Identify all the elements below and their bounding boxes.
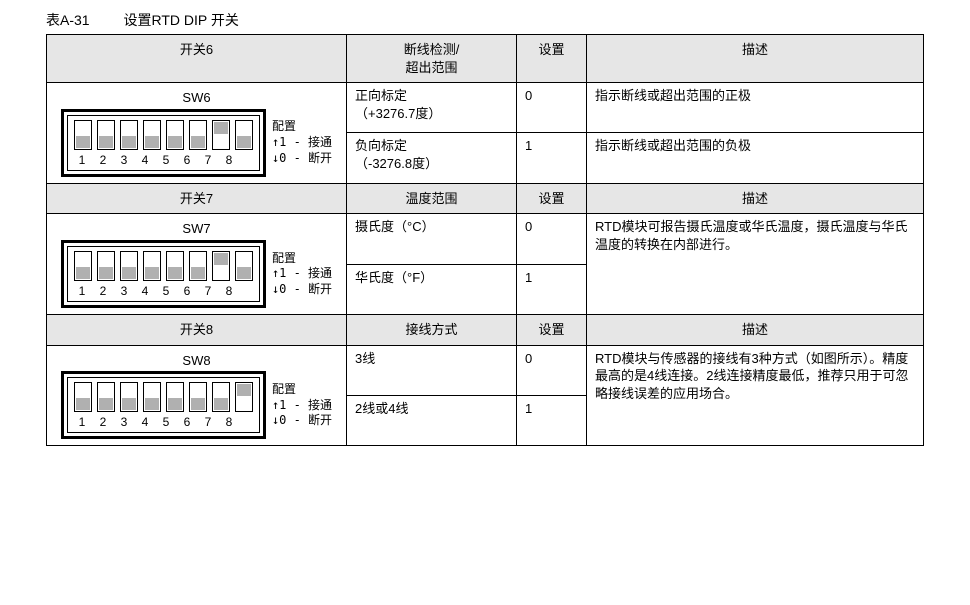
- dip-label: SW6: [51, 89, 342, 107]
- header-setting: 设置: [517, 183, 587, 214]
- dip-switch: [97, 120, 115, 150]
- table-caption: 表A-31 设置RTD DIP 开关: [46, 10, 924, 30]
- dip-switch: [166, 382, 184, 412]
- dip-switch: [74, 120, 92, 150]
- dip-switch: [235, 120, 253, 150]
- header-description: 描述: [587, 35, 924, 83]
- description-cell: 指示断线或超出范围的负极: [587, 133, 924, 183]
- switch-cell: SW7 12345678 配置 ↑1 - 接通 ↓0 - 断开: [47, 214, 347, 315]
- mid-cell: 摄氏度（°C）: [347, 214, 517, 264]
- mid-cell: 2线或4线: [347, 396, 517, 446]
- header-switch: 开关8: [47, 315, 347, 346]
- table-number: 表A-31: [46, 12, 90, 28]
- header-mid: 接线方式: [347, 315, 517, 346]
- dip-label: SW7: [51, 220, 342, 238]
- setting-cell: 0: [517, 83, 587, 133]
- header-setting: 设置: [517, 35, 587, 83]
- dip-numbers: 12345678: [74, 414, 253, 430]
- dip-switch: [120, 382, 138, 412]
- header-switch: 开关6: [47, 35, 347, 83]
- header-mid: 温度范围: [347, 183, 517, 214]
- dip-module: 12345678: [61, 109, 266, 177]
- description-cell: RTD模块与传感器的接线有3种方式（如图所示）。精度最高的是4线连接。2线连接精…: [587, 345, 924, 446]
- header-setting: 设置: [517, 315, 587, 346]
- table-title: 设置RTD DIP 开关: [123, 12, 238, 28]
- setting-cell: 1: [517, 264, 587, 314]
- dip-legend: 配置 ↑1 - 接通 ↓0 - 断开: [272, 251, 332, 298]
- dip-switch: [120, 251, 138, 281]
- dip-module: 12345678: [61, 240, 266, 308]
- dip-switch: [74, 382, 92, 412]
- dip-switch-table: 开关6 断线检测/超出范围 设置 描述 SW6 12345678 配置 ↑1 -…: [46, 34, 924, 446]
- dip-legend: 配置 ↑1 - 接通 ↓0 - 断开: [272, 119, 332, 166]
- dip-switch: [189, 251, 207, 281]
- dip-switch: [189, 382, 207, 412]
- switch-cell: SW6 12345678 配置 ↑1 - 接通 ↓0 - 断开: [47, 83, 347, 184]
- header-switch: 开关7: [47, 183, 347, 214]
- dip-label: SW8: [51, 352, 342, 370]
- mid-cell: 负向标定（-3276.8度）: [347, 133, 517, 183]
- setting-cell: 0: [517, 214, 587, 264]
- dip-switch: [120, 120, 138, 150]
- setting-cell: 1: [517, 396, 587, 446]
- dip-module: 12345678: [61, 371, 266, 439]
- dip-switch: [74, 251, 92, 281]
- description-cell: RTD模块可报告摄氏温度或华氏温度，摄氏温度与华氏温度的转换在内部进行。: [587, 214, 924, 315]
- dip-switch: [212, 382, 230, 412]
- dip-legend: 配置 ↑1 - 接通 ↓0 - 断开: [272, 382, 332, 429]
- dip-switch: [143, 251, 161, 281]
- dip-numbers: 12345678: [74, 283, 253, 299]
- header-mid: 断线检测/超出范围: [347, 35, 517, 83]
- setting-cell: 1: [517, 133, 587, 183]
- header-description: 描述: [587, 183, 924, 214]
- mid-cell: 正向标定（+3276.7度）: [347, 83, 517, 133]
- dip-switch: [235, 251, 253, 281]
- dip-switch: [235, 382, 253, 412]
- switch-cell: SW8 12345678 配置 ↑1 - 接通 ↓0 - 断开: [47, 345, 347, 446]
- dip-switch: [166, 251, 184, 281]
- dip-switch: [212, 120, 230, 150]
- dip-switch: [143, 382, 161, 412]
- dip-switch: [143, 120, 161, 150]
- mid-cell: 3线: [347, 345, 517, 395]
- dip-switch: [212, 251, 230, 281]
- dip-numbers: 12345678: [74, 152, 253, 168]
- dip-switch: [166, 120, 184, 150]
- description-cell: 指示断线或超出范围的正极: [587, 83, 924, 133]
- dip-switch: [189, 120, 207, 150]
- mid-cell: 华氏度（°F）: [347, 264, 517, 314]
- header-description: 描述: [587, 315, 924, 346]
- setting-cell: 0: [517, 345, 587, 395]
- dip-switch: [97, 251, 115, 281]
- dip-switch: [97, 382, 115, 412]
